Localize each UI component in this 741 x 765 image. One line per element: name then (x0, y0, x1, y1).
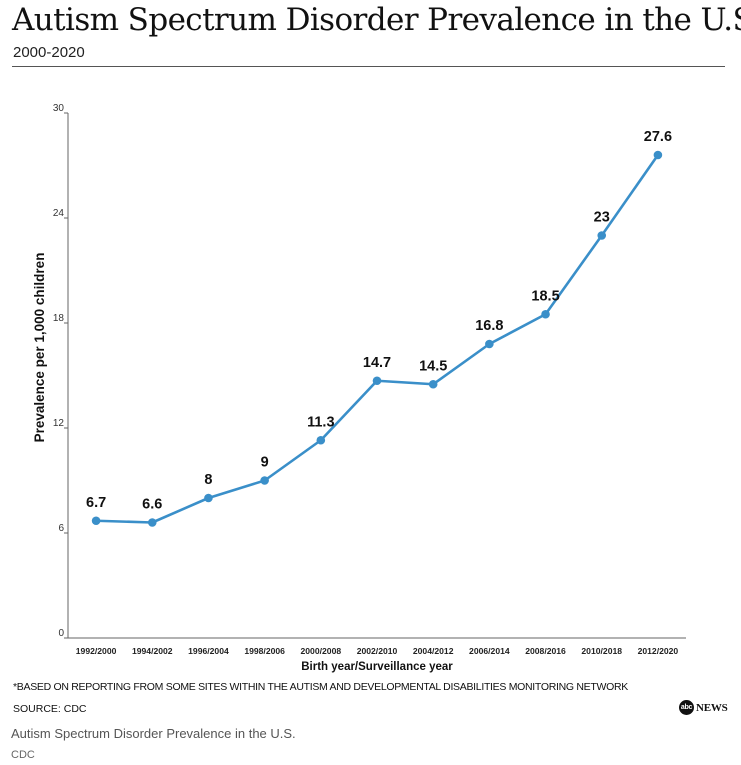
image-caption: Autism Spectrum Disorder Prevalence in t… (11, 726, 296, 741)
data-point (597, 231, 607, 240)
data-label: 8 (204, 472, 212, 488)
series-line (96, 154, 659, 524)
data-point (653, 150, 663, 160)
x-tick-label: 1994/2002 (132, 646, 173, 656)
data-point (316, 435, 326, 445)
x-tick-label: 2006/2014 (469, 646, 510, 656)
y-tick-label: 0 (58, 628, 64, 639)
data-point (372, 376, 382, 386)
x-tick-label: 2004/2012 (413, 646, 454, 656)
data-point (485, 339, 494, 349)
data-point (91, 516, 101, 526)
data-point (541, 309, 550, 319)
data-point (204, 493, 213, 503)
x-tick-label: 2000/2008 (301, 646, 342, 656)
title-divider (12, 66, 725, 67)
y-axis-title: Prevalence per 1,000 children (32, 253, 47, 443)
y-tick-label: 30 (53, 103, 65, 114)
y-tick-label: 18 (53, 313, 65, 324)
x-tick-label: 2012/2020 (638, 646, 679, 656)
data-point (260, 476, 269, 485)
data-label: 6.6 (142, 497, 162, 513)
y-tick-label: 12 (53, 418, 65, 429)
chart-title: Autism Spectrum Disorder Prevalence in t… (12, 2, 741, 38)
data-point (428, 379, 438, 389)
abc-logo-mark: abc (679, 700, 694, 715)
data-label: 14.7 (363, 355, 391, 371)
x-tick-label: 2010/2018 (581, 646, 622, 656)
data-label: 11.3 (307, 414, 334, 430)
abc-news-logo: abc NEWS (679, 700, 728, 715)
line-chart: 0 6 12 18 24 30 1992/2000 1994/2002 1996/2004 199… (32, 103, 686, 673)
data-label: 23 (594, 210, 610, 226)
x-tick-label: 1992/2000 (76, 646, 117, 656)
data-label: 27.6 (644, 129, 672, 145)
news-logo-text: NEWS (696, 701, 728, 714)
chart-subtitle: 2000-2020 (13, 44, 85, 61)
data-label: 18.5 (531, 288, 559, 304)
data-label: 14.5 (419, 358, 447, 374)
y-tick-label: 6 (58, 523, 64, 534)
footnote: *BASED ON REPORTING FROM SOME SITES WITH… (13, 681, 628, 693)
y-tick-label: 24 (53, 208, 65, 219)
data-point (147, 518, 157, 527)
x-tick-label: 2008/2016 (525, 646, 566, 656)
data-label: 6.7 (86, 495, 106, 511)
x-tick-label: 2002/2010 (357, 646, 398, 656)
image-credit: CDC (11, 749, 35, 761)
data-label: 9 (261, 455, 269, 471)
source-label: SOURCE: CDC (13, 703, 87, 715)
x-axis-title: Birth year/Surveillance year (301, 661, 453, 673)
data-label: 16.8 (475, 318, 503, 334)
x-tick-label: 1996/2004 (188, 646, 229, 656)
x-tick-label: 1998/2006 (244, 646, 285, 656)
